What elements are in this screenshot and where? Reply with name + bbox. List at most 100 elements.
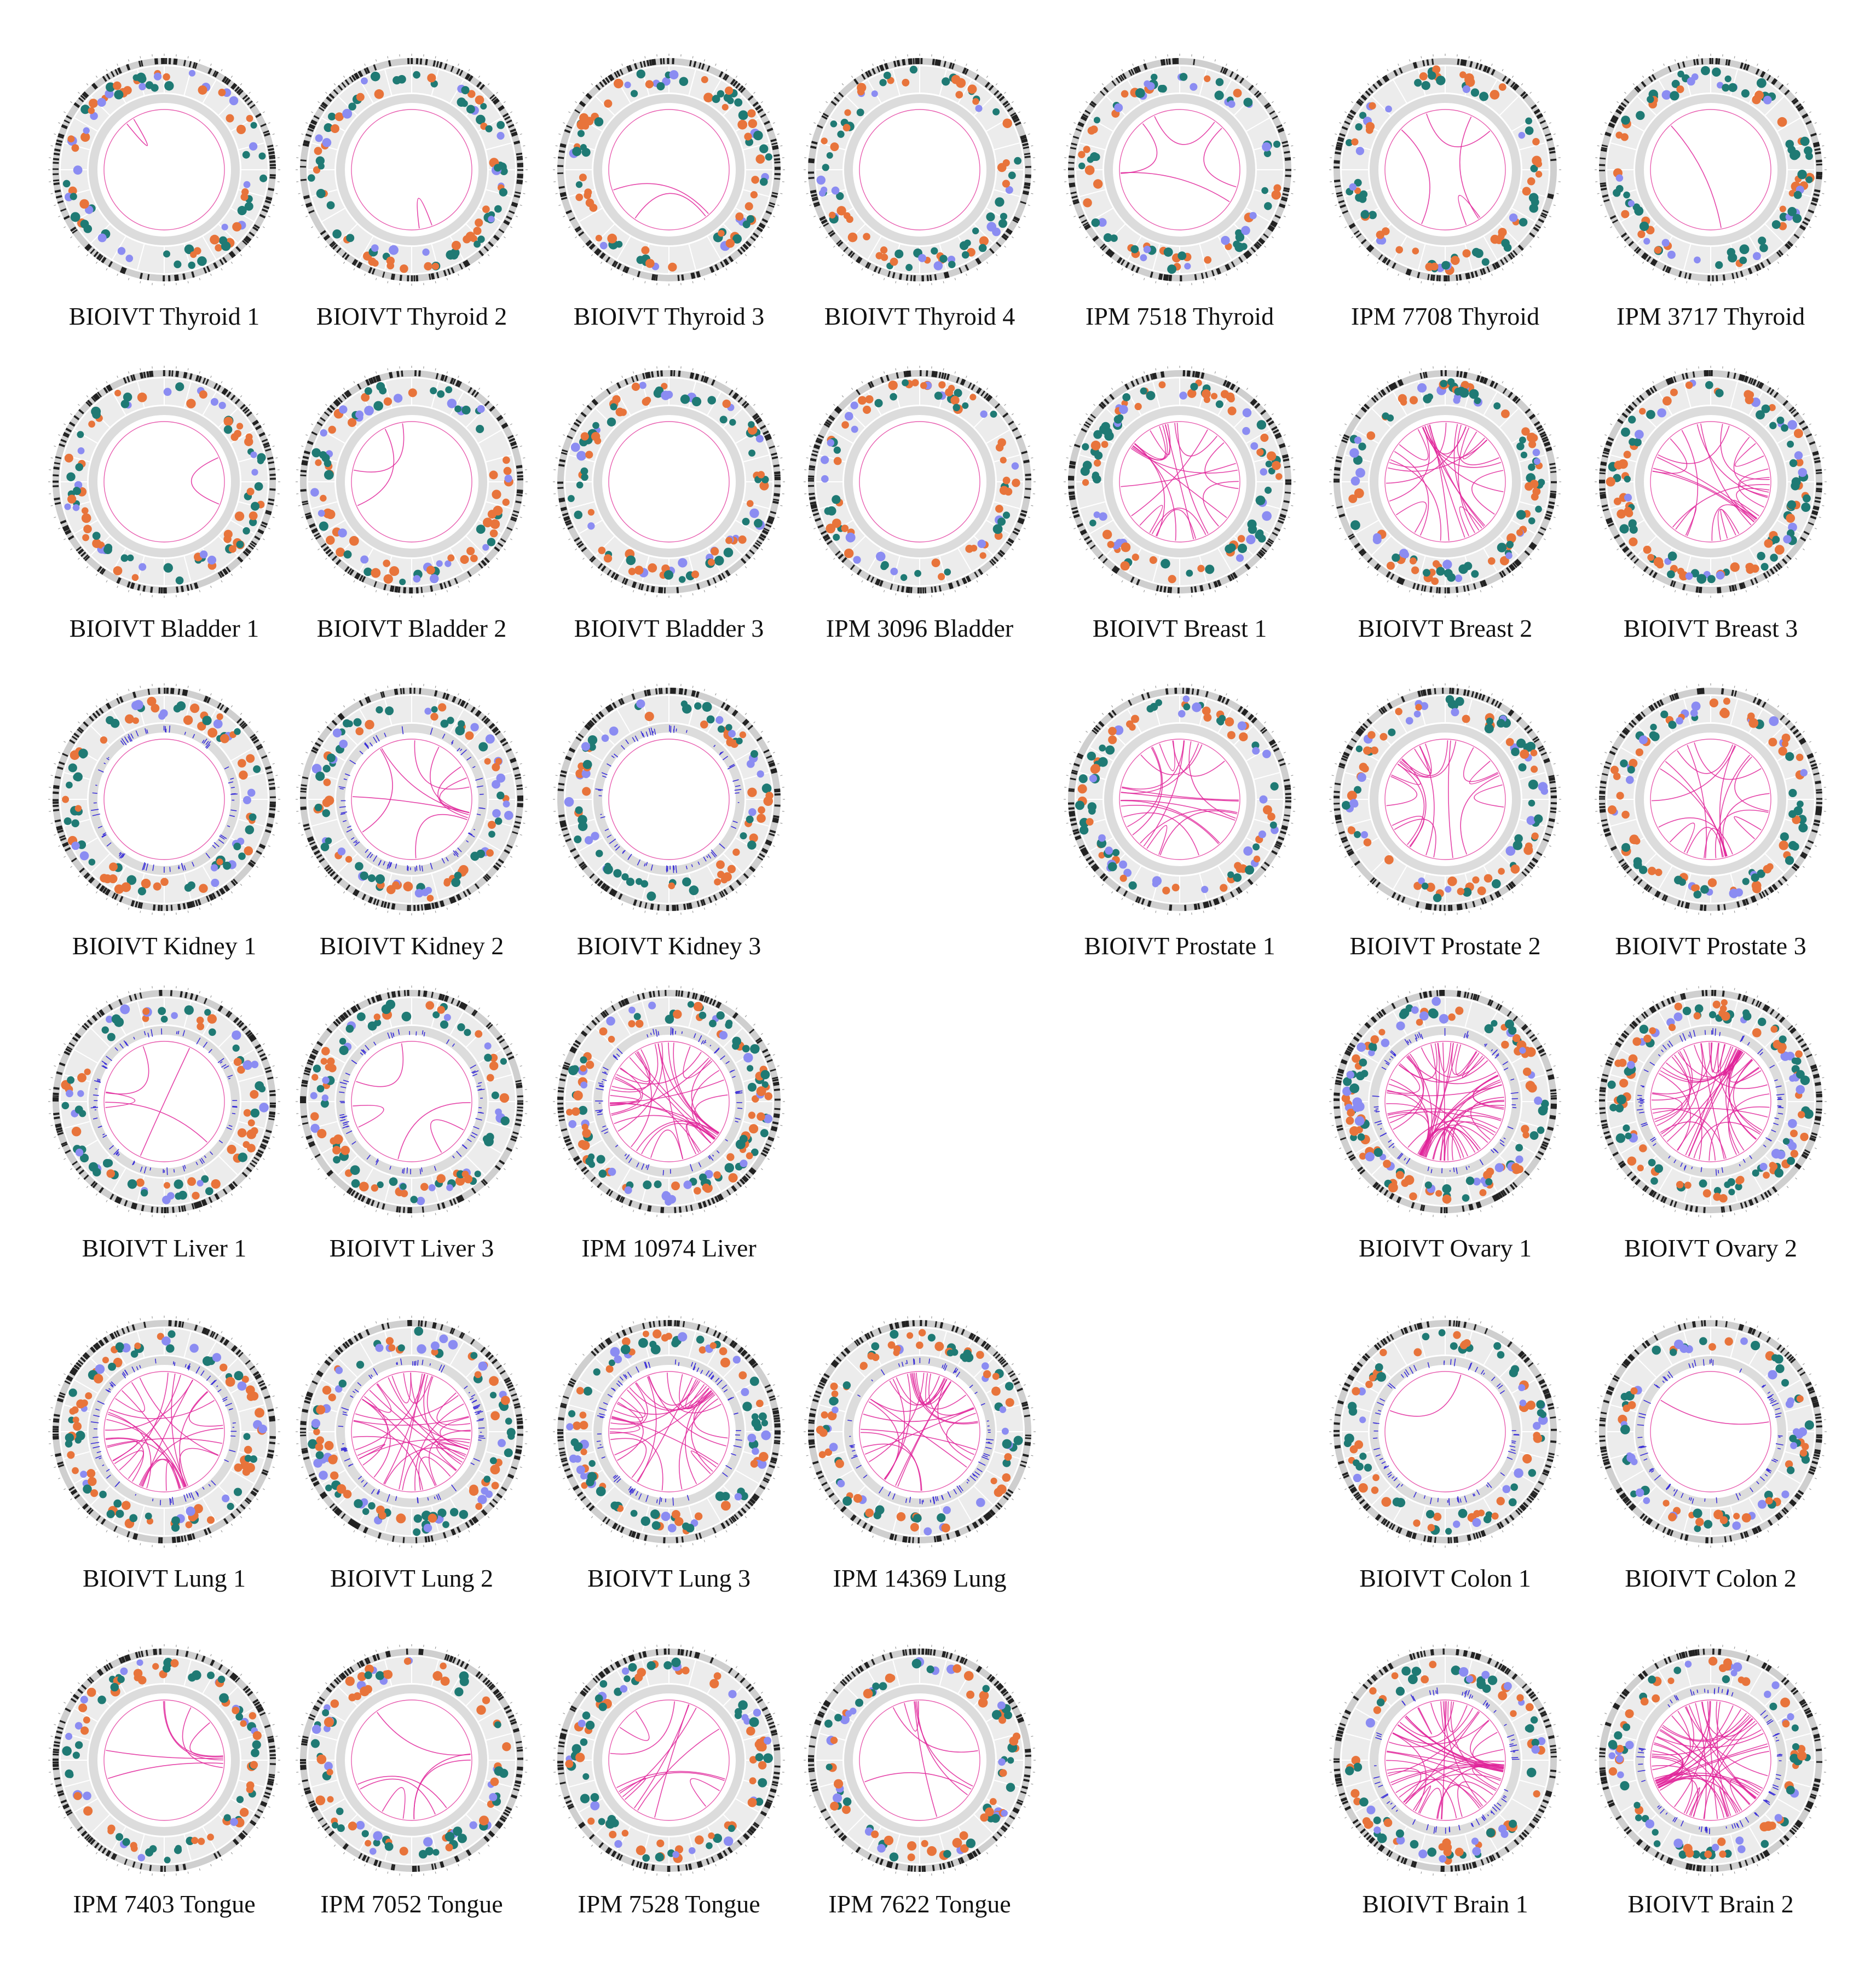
fusion-link (1405, 1764, 1504, 1805)
circos-plot (799, 361, 1040, 602)
fusion-link (1720, 424, 1770, 480)
circos-figure (553, 54, 785, 286)
fusion-link (637, 1376, 657, 1483)
fusion-link (1424, 426, 1488, 459)
fusion-link (1424, 426, 1486, 526)
circos-figure (1064, 54, 1296, 286)
ideogram-ring (557, 1319, 781, 1543)
fusion-link (438, 1442, 469, 1457)
fusion-link (1419, 1788, 1442, 1819)
fusion-link (1734, 443, 1764, 467)
fusion-link (864, 1408, 974, 1455)
chromosome-tick-marks (553, 1644, 785, 1876)
fusion-link (1651, 1050, 1741, 1101)
fusion-links (1386, 1042, 1505, 1161)
panel-label: BIOIVT Lung 2 (330, 1564, 494, 1592)
fusion-link (1387, 1768, 1422, 1803)
fusion-link (1132, 746, 1163, 835)
fusion-links (1652, 423, 1770, 541)
fusion-link (119, 1373, 169, 1471)
fusion-link (353, 423, 405, 472)
ideogram-ring (52, 57, 276, 282)
fusion-link (397, 1102, 471, 1160)
panel-label: IPM 7528 Tongue (578, 1890, 760, 1918)
fusion-link (1663, 1713, 1747, 1741)
panel-label: BIOIVT Bladder 2 (316, 614, 507, 642)
ideogram-ring (807, 1648, 1031, 1872)
mutation-scatter-track (564, 696, 774, 903)
fusion-link (355, 1395, 459, 1420)
fusion-link (1472, 1765, 1504, 1790)
fusion-link (609, 1416, 640, 1434)
circos-plot (291, 49, 532, 290)
fusion-link (868, 1401, 900, 1480)
copy-number-track (593, 94, 744, 245)
fusion-link (1658, 1778, 1699, 1817)
circos-figure (553, 1644, 785, 1876)
fusion-link (1401, 129, 1430, 224)
panel-label: BIOIVT Ovary 2 (1624, 1234, 1797, 1262)
chromosome-tick-marks (1064, 683, 1296, 915)
fusion-link (109, 1400, 215, 1419)
fusion-link (108, 1762, 223, 1779)
chromosome-tick-marks (1064, 54, 1296, 286)
fusion-links (353, 423, 405, 506)
fusion-link (1708, 1042, 1731, 1074)
fusion-link (437, 766, 468, 819)
panel-label: IPM 7622 Tongue (828, 1890, 1011, 1918)
copy-number-track (89, 1685, 240, 1836)
fusion-link (1127, 747, 1162, 827)
fusion-links (1121, 423, 1239, 541)
panel-label: BIOIVT Prostate 1 (1084, 932, 1275, 960)
mutation-scatter-track (1342, 378, 1549, 585)
fusion-link (1176, 423, 1209, 534)
fusion-link (1677, 744, 1734, 774)
fusion-link (928, 1373, 974, 1416)
circos-plot (549, 981, 789, 1222)
panel-label: IPM 7708 Thyroid (1350, 302, 1540, 330)
fusion-link (611, 1416, 719, 1465)
fusion-link (1685, 1787, 1700, 1816)
fusion-link (377, 1711, 471, 1756)
chromosome-tick-marks (1595, 1316, 1827, 1548)
fusion-link (1451, 1042, 1477, 1075)
fusion-link (1121, 123, 1158, 174)
fusion-link (1663, 1043, 1703, 1137)
mutation-scatter-track (565, 378, 772, 585)
chromosome-tick-marks (1329, 985, 1561, 1218)
fusion-link (1716, 1701, 1762, 1741)
fusion-link (362, 1396, 388, 1466)
mutation-scatter-track (565, 998, 773, 1206)
fusion-link (1693, 1122, 1760, 1158)
fusion-link (362, 748, 393, 833)
fusion-link (1462, 1051, 1484, 1079)
mutation-scatter-track (61, 1328, 268, 1535)
fusion-link (382, 1787, 406, 1819)
ideogram-ring (807, 1319, 1031, 1544)
circos-figure (1064, 683, 1296, 915)
fusion-link (1652, 1042, 1713, 1094)
chromosome-tick-marks (48, 1644, 280, 1876)
fusion-link (619, 1772, 725, 1792)
fusion-links (357, 1711, 471, 1819)
fusion-link (1652, 1701, 1711, 1771)
fusion-link (1717, 1042, 1763, 1131)
fusion-link (1389, 426, 1430, 502)
fusion-link (1391, 1766, 1504, 1785)
fusion-links (191, 457, 220, 505)
fusion-link (1436, 1784, 1487, 1819)
ideogram-ring (808, 57, 1031, 281)
circos-figure (1595, 985, 1827, 1218)
circos-plot (1590, 1640, 1831, 1881)
fusion-link (611, 1057, 709, 1116)
mutation-scatter-track (307, 66, 515, 273)
mutation-scatter-track (816, 1328, 1023, 1536)
copy-number-track (336, 1685, 487, 1836)
panel-label: BIOIVT Kidney 2 (319, 932, 504, 960)
ideogram-ring (299, 687, 524, 911)
circos-plot (1590, 361, 1831, 602)
copy-number-track (1635, 94, 1786, 245)
fusion-link (1722, 793, 1770, 857)
panel-label: BIOIVT Colon 2 (1625, 1564, 1797, 1592)
fusion-link (163, 1701, 224, 1761)
